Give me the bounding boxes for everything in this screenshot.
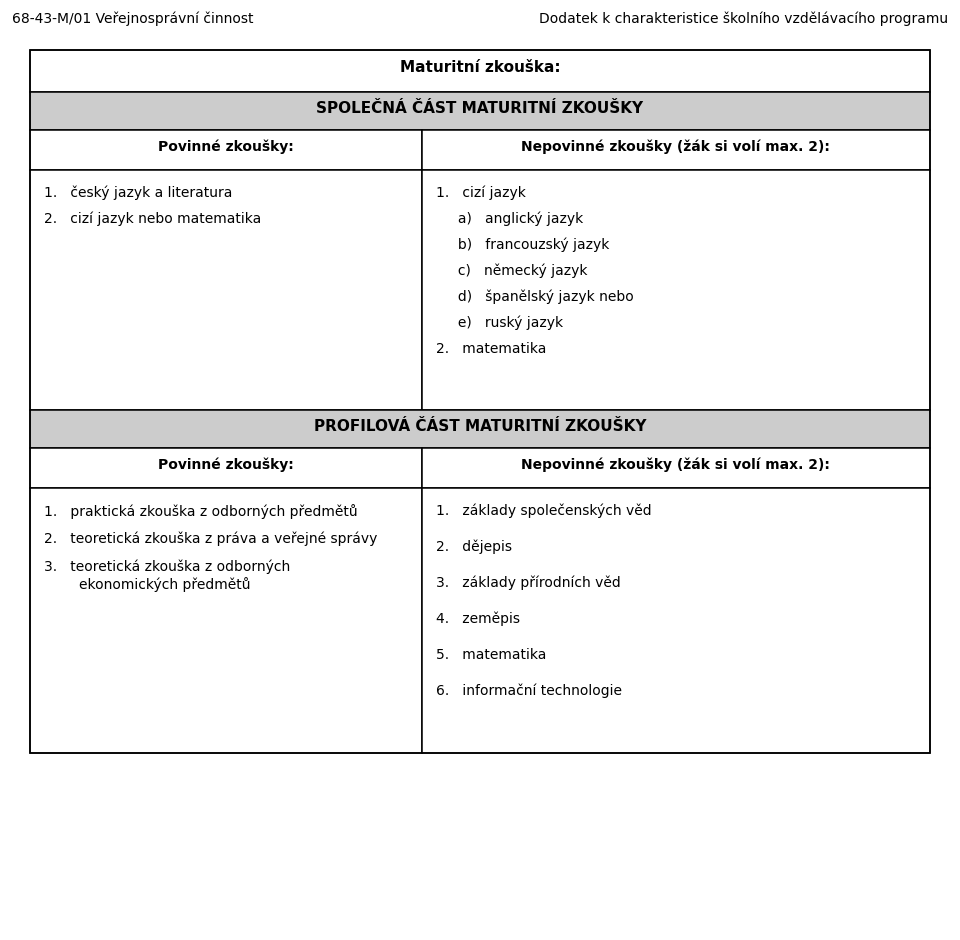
Text: 5.   matematika: 5. matematika: [436, 648, 546, 662]
Text: 2.   matematika: 2. matematika: [436, 342, 546, 356]
Bar: [421, 170, 930, 410]
Bar: [421, 448, 930, 488]
Text: 1.   základy společenských věd: 1. základy společenských věd: [436, 504, 651, 519]
Text: Dodatek k charakteristice školního vzdělávacího programu: Dodatek k charakteristice školního vzděl…: [539, 12, 948, 26]
Bar: [30, 130, 421, 170]
Text: Povinné zkoušky:: Povinné zkoušky:: [157, 140, 294, 154]
Text: 2.   teoretická zkouška z práva a veřejné správy: 2. teoretická zkouška z práva a veřejné …: [44, 532, 377, 546]
Text: 6.   informační technologie: 6. informační technologie: [436, 684, 621, 698]
Text: 4.   zeměpis: 4. zeměpis: [436, 612, 519, 626]
Text: 3.   teoretická zkouška z odborných
        ekonomických předmětů: 3. teoretická zkouška z odborných ekonom…: [44, 560, 290, 592]
Text: PROFILOVÁ ČÁST MATURITNÍ ZKOUŠKY: PROFILOVÁ ČÁST MATURITNÍ ZKOUŠKY: [314, 419, 646, 434]
Bar: [30, 410, 930, 448]
Bar: [30, 448, 421, 488]
Text: Nepovinné zkoušky (žák si volí max. 2):: Nepovinné zkoušky (žák si volí max. 2):: [521, 458, 830, 473]
Text: b)   francouzský jazyk: b) francouzský jazyk: [436, 238, 609, 253]
Bar: [30, 50, 930, 92]
Bar: [30, 488, 421, 753]
Text: 1.   cizí jazyk: 1. cizí jazyk: [436, 186, 525, 200]
Text: 3.   základy přírodních věd: 3. základy přírodních věd: [436, 576, 620, 590]
Bar: [30, 50, 930, 753]
Text: a)   anglický jazyk: a) anglický jazyk: [436, 212, 583, 227]
Text: Povinné zkoušky:: Povinné zkoušky:: [157, 458, 294, 473]
Bar: [30, 170, 421, 410]
Text: 2.   dějepis: 2. dějepis: [436, 540, 512, 555]
Text: 1.   český jazyk a literatura: 1. český jazyk a literatura: [44, 186, 232, 200]
Bar: [421, 488, 930, 753]
Bar: [421, 130, 930, 170]
Text: 1.   praktická zkouška z odborných předmětů: 1. praktická zkouška z odborných předmět…: [44, 504, 358, 519]
Text: Nepovinné zkoušky (žák si volí max. 2):: Nepovinné zkoušky (žák si volí max. 2):: [521, 140, 830, 154]
Text: SPOLEČNÁ ČÁST MATURITNÍ ZKOUŠKY: SPOLEČNÁ ČÁST MATURITNÍ ZKOUŠKY: [317, 101, 643, 116]
Bar: [30, 92, 930, 130]
Text: d)   španělský jazyk nebo: d) španělský jazyk nebo: [436, 290, 634, 305]
Text: 68-43-M/01 Veřejnosprávní činnost: 68-43-M/01 Veřejnosprávní činnost: [12, 12, 253, 26]
Text: 2.   cizí jazyk nebo matematika: 2. cizí jazyk nebo matematika: [44, 212, 261, 227]
Text: c)   německý jazyk: c) německý jazyk: [436, 264, 587, 278]
Text: Maturitní zkouška:: Maturitní zkouška:: [399, 60, 561, 75]
Text: e)   ruský jazyk: e) ruský jazyk: [436, 316, 563, 331]
